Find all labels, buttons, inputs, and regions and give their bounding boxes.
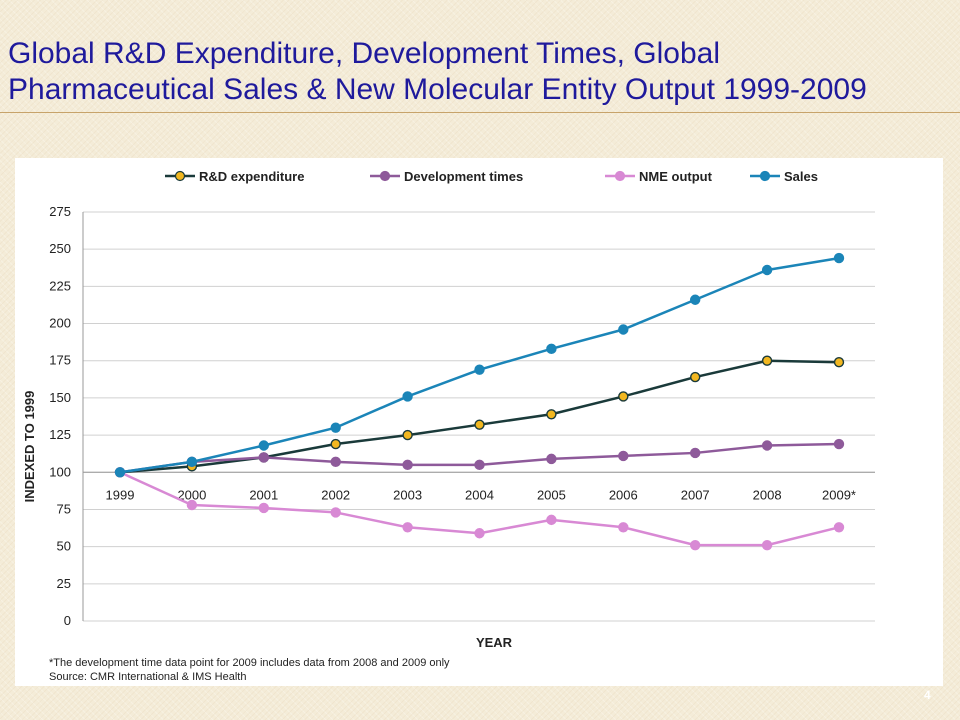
- y-tick-label-200: 200: [49, 316, 71, 331]
- y-tick-label-225: 225: [49, 278, 71, 293]
- title-divider: [0, 112, 960, 113]
- data-point-3-10: [833, 252, 845, 264]
- data-point-1-8: [690, 447, 701, 459]
- x-tick-label-5: 2004: [465, 487, 494, 502]
- data-point-3-2: [258, 440, 270, 451]
- legend-label-0: R&D expenditure: [199, 169, 304, 184]
- x-tick-label-7: 2006: [609, 487, 638, 502]
- data-point-3-1: [186, 456, 198, 468]
- data-point-1-3: [330, 456, 341, 468]
- data-point-0-6: [546, 409, 557, 420]
- data-point-2-1: [186, 499, 198, 511]
- x-tick-label-1: 2000: [177, 487, 206, 502]
- legend-marker-3: [759, 170, 771, 182]
- x-tick-label-2: 2001: [249, 487, 278, 502]
- data-point-0-4: [402, 429, 413, 441]
- data-point-2-7: [618, 522, 629, 533]
- x-tick-label-9: 2008: [753, 487, 782, 502]
- data-point-3-4: [402, 391, 413, 402]
- data-point-2-3: [330, 507, 341, 518]
- legend-label-3: Sales: [784, 169, 818, 184]
- data-point-0-8: [690, 371, 701, 383]
- chart-panel: 0 25 50 75 100 125 150 175 200 225 250 275 1999 2000 2…: [15, 158, 943, 686]
- data-point-3-6: [546, 343, 557, 355]
- x-tick-label-3: 2002: [321, 487, 350, 502]
- data-point-3-5: [474, 364, 485, 375]
- x-tick-label-8: 2007: [681, 487, 710, 502]
- data-point-1-7: [618, 450, 629, 462]
- y-tick-label-75: 75: [57, 501, 71, 516]
- y-tick-label-100: 100: [49, 464, 71, 479]
- legend-marker-2: [614, 170, 626, 182]
- y-tick-label-0: 0: [64, 613, 71, 628]
- data-point-3-7: [618, 324, 629, 335]
- data-point-1-10: [833, 438, 845, 450]
- y-tick-label-125: 125: [49, 427, 71, 442]
- y-axis-title: INDEXED TO 1999: [22, 391, 37, 503]
- data-point-3-9: [761, 264, 773, 276]
- data-point-1-2: [258, 452, 270, 463]
- x-axis-title: YEAR: [476, 635, 513, 650]
- footnote-text: *The development time data point for 200…: [49, 657, 450, 669]
- slide-title: Global R&D Expenditure, Development Time…: [8, 36, 948, 108]
- data-point-3-3: [330, 422, 341, 433]
- source-text: Source: CMR International & IMS Health: [49, 671, 247, 683]
- data-point-2-10: [833, 522, 845, 533]
- data-point-1-9: [761, 440, 773, 451]
- y-tick-label-50: 50: [57, 539, 71, 554]
- y-tick-label-25: 25: [57, 576, 71, 591]
- slide-number: 4: [924, 688, 931, 702]
- slide-title-line-2: Pharmaceutical Sales & New Molecular Ent…: [8, 73, 867, 106]
- legend-marker-0: [174, 170, 186, 182]
- data-point-3-8: [690, 294, 701, 305]
- y-tick-label-150: 150: [49, 390, 71, 405]
- series-line-0: [119, 359, 840, 474]
- y-tick-label-175: 175: [49, 353, 71, 368]
- data-point-0-7: [618, 391, 629, 402]
- data-point-0-3: [330, 438, 341, 450]
- x-tick-label-0: 1999: [106, 487, 135, 502]
- data-point-2-5: [474, 528, 485, 539]
- x-tick-label-6: 2005: [537, 487, 566, 502]
- data-point-1-4: [402, 459, 413, 471]
- data-point-1-5: [474, 459, 485, 471]
- data-point-3-0: [114, 467, 126, 478]
- data-point-2-4: [402, 522, 413, 533]
- data-point-1-6: [546, 453, 557, 465]
- legend-label-2: NME output: [639, 169, 713, 184]
- data-point-2-8: [690, 539, 701, 551]
- chart-footnote: *The development time data point for 200…: [49, 656, 450, 684]
- legend-label-1: Development times: [404, 169, 523, 184]
- data-point-0-9: [761, 355, 773, 366]
- legend-marker-1: [379, 170, 391, 182]
- x-tick-label-4: 2003: [393, 487, 422, 502]
- line-chart: 0 25 50 75 100 125 150 175 200 225 250 275 1999 2000 2…: [22, 169, 875, 650]
- data-point-2-6: [546, 514, 557, 526]
- slide-title-line-1: Global R&D Expenditure, Development Time…: [8, 37, 721, 70]
- y-tick-label-275: 275: [49, 204, 71, 219]
- data-point-2-2: [258, 502, 270, 514]
- data-point-0-10: [833, 357, 845, 368]
- data-point-0-5: [474, 419, 485, 430]
- y-tick-label-250: 250: [49, 241, 71, 256]
- x-tick-label-10: 2009*: [822, 487, 856, 502]
- data-point-2-9: [761, 539, 773, 551]
